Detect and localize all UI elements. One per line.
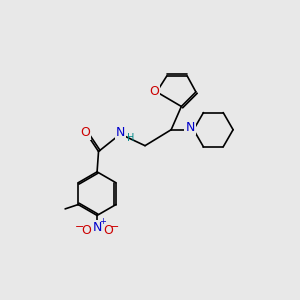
Text: O: O <box>149 85 159 98</box>
Text: H: H <box>127 133 134 142</box>
Text: +: + <box>99 217 106 226</box>
Text: −: − <box>75 222 84 232</box>
Text: −: − <box>110 222 119 232</box>
Text: N: N <box>92 221 102 234</box>
Text: N: N <box>185 121 195 134</box>
Text: O: O <box>81 224 91 237</box>
Text: O: O <box>80 126 90 139</box>
Text: N: N <box>116 126 125 139</box>
Text: O: O <box>103 224 113 237</box>
